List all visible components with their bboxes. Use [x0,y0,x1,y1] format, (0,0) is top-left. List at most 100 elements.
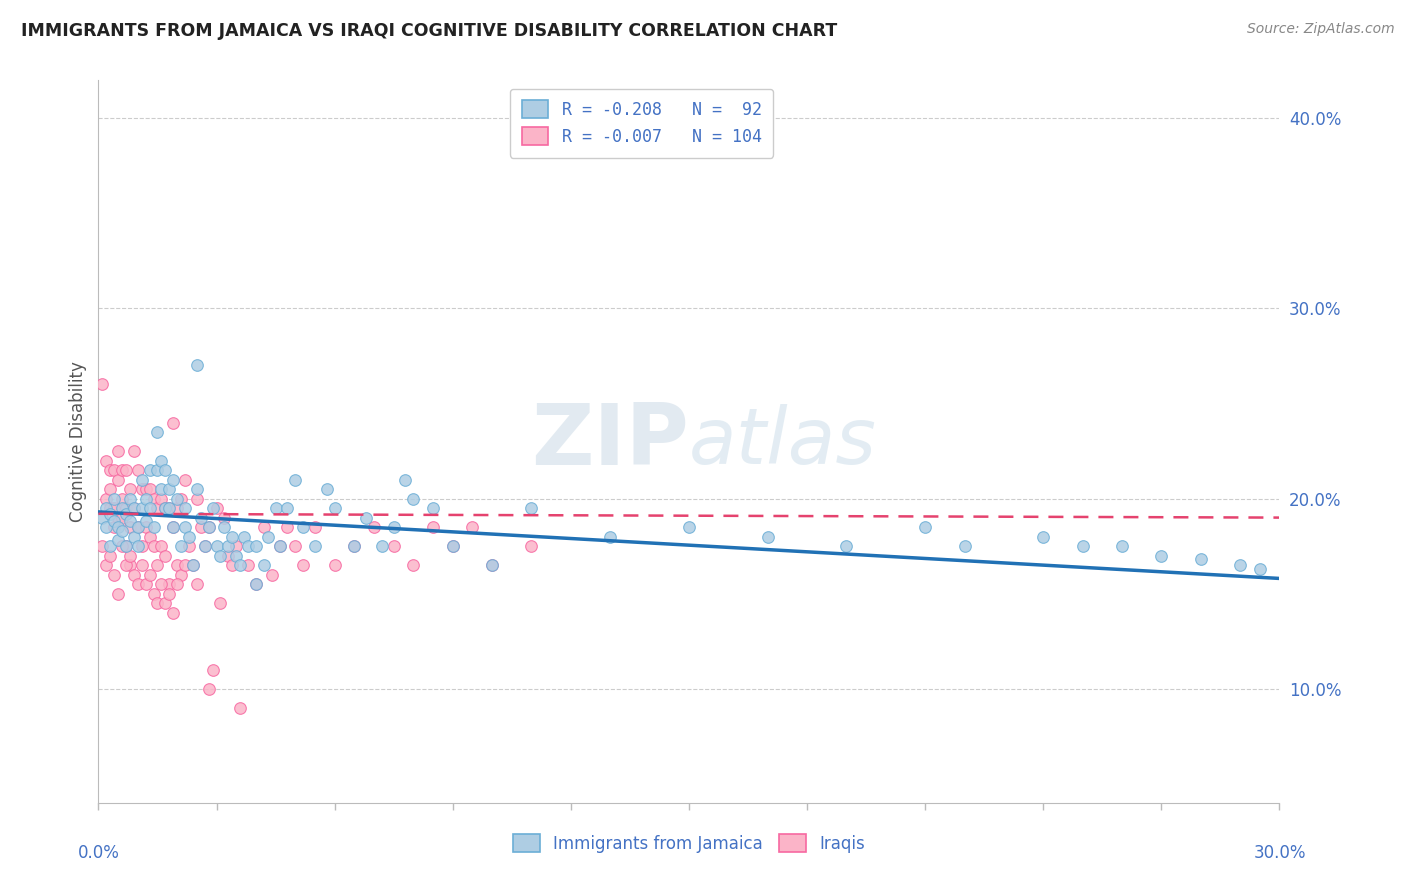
Point [111,463,134,477]
Point [245,539,267,553]
Point [197,520,219,534]
Point [131,473,153,487]
Point [98,482,121,496]
Point [323,558,346,573]
Point [91,510,114,524]
Point [174,473,197,487]
Point [138,567,160,582]
Point [122,567,145,582]
Point [135,482,157,496]
Point [127,520,149,534]
Point [354,510,377,524]
Point [98,507,121,521]
Point [162,520,184,534]
Point [520,501,543,516]
Point [146,558,169,573]
Point [181,558,204,573]
Point [162,520,184,534]
Point [269,539,291,553]
Point [127,539,149,553]
Point [107,587,129,601]
Point [343,539,366,553]
Point [98,463,121,477]
Point [236,539,259,553]
Point [91,377,114,392]
Point [166,501,188,516]
Point [269,539,291,553]
Point [115,501,138,516]
Point [209,596,232,610]
Point [146,501,169,516]
Point [256,530,278,544]
Point [131,539,153,553]
Point [157,482,180,496]
Point [186,359,208,373]
Point [520,539,543,553]
Point [181,558,204,573]
Point [174,501,197,516]
Point [157,501,180,516]
Point [127,463,149,477]
Point [174,520,197,534]
Point [118,515,141,529]
Point [115,539,138,553]
Point [162,473,184,487]
Point [1032,530,1054,544]
Point [103,567,125,582]
Point [190,510,212,524]
Point [678,520,700,534]
Point [157,501,180,516]
Point [115,558,138,573]
Point [118,482,141,496]
Point [284,473,307,487]
Point [103,491,125,506]
Point [292,558,315,573]
Point [1229,558,1251,573]
Point [135,577,157,591]
Point [1150,549,1173,563]
Point [150,491,173,506]
Point [155,501,177,516]
Point [155,549,177,563]
Point [127,520,149,534]
Point [157,577,180,591]
Point [155,501,177,516]
Point [835,539,858,553]
Point [170,539,193,553]
Point [225,539,247,553]
Point [245,577,267,591]
Point [103,501,125,516]
Point [292,520,315,534]
Point [146,596,169,610]
Point [135,491,157,506]
Point [221,558,243,573]
Point [217,549,239,563]
Point [115,463,138,477]
Point [177,530,200,544]
Point [115,539,138,553]
Text: atlas: atlas [689,403,877,480]
Point [118,520,141,534]
Point [98,501,121,516]
Point [304,539,326,553]
Point [157,587,180,601]
Point [166,577,188,591]
Point [461,520,484,534]
Point [166,558,188,573]
Point [122,501,145,516]
Point [107,444,129,458]
Point [155,463,177,477]
Point [142,539,165,553]
Point [197,681,219,696]
Point [131,482,153,496]
Text: ZIP: ZIP [531,400,689,483]
Point [111,524,134,538]
Point [118,491,141,506]
Point [756,530,779,544]
Point [363,520,385,534]
Point [205,501,228,516]
Point [201,663,224,677]
Point [174,558,197,573]
Point [96,520,118,534]
Point [253,520,276,534]
